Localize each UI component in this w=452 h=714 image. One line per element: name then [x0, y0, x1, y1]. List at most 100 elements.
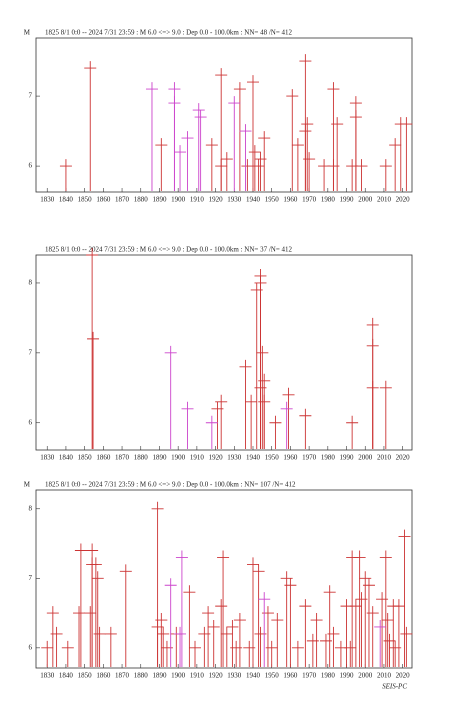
event-spike: [202, 606, 215, 667]
event-spike: [160, 640, 173, 667]
event-spike: [157, 626, 170, 667]
event-spike: [226, 619, 239, 667]
x-tick-label: 1840: [59, 196, 74, 204]
event-spike: [389, 138, 402, 191]
x-tick-label: 1870: [115, 672, 130, 680]
event-spike: [86, 248, 99, 449]
x-tick-label: 1910: [190, 454, 205, 462]
x-tick-label: 1980: [321, 196, 336, 204]
event-spike: [119, 564, 132, 667]
event-spike: [248, 145, 261, 191]
event-spike: [394, 117, 407, 191]
chart-title: 1825 8/1 0:0 -- 2024 7/31 23:59 : M 6.0 …: [45, 29, 293, 37]
event-spike: [215, 159, 228, 191]
x-tick-label: 1830: [40, 454, 55, 462]
x-tick-label: 2010: [377, 196, 392, 204]
event-spike: [254, 380, 267, 449]
event-spike: [340, 599, 353, 667]
event-spike: [241, 159, 254, 191]
event-spike: [387, 599, 400, 667]
event-spike: [61, 640, 74, 667]
x-tick-label: 1960: [283, 454, 298, 462]
event-spike: [389, 640, 402, 667]
event-spike: [280, 401, 293, 449]
event-spike: [265, 640, 278, 667]
x-tick-label: 1840: [59, 454, 74, 462]
x-tick-label: 1940: [246, 672, 261, 680]
event-spike: [379, 380, 392, 449]
x-tick-label: 1840: [59, 672, 74, 680]
event-spike: [379, 159, 392, 191]
event-spike: [86, 557, 99, 667]
plot-frame: [35, 254, 413, 451]
x-tick-label: 1950: [265, 196, 280, 204]
x-tick-label: 1830: [40, 672, 55, 680]
event-spike: [334, 640, 347, 667]
x-tick-label: 1890: [152, 196, 167, 204]
x-tick-label: 1960: [283, 672, 298, 680]
chart-title: 1825 8/1 0:0 -- 2024 7/31 23:59 : M 6.0 …: [45, 246, 293, 254]
event-spike: [400, 117, 413, 191]
event-spike: [50, 626, 63, 667]
event-spike: [284, 578, 297, 667]
event-spike: [215, 394, 228, 449]
event-spike: [323, 585, 336, 667]
event-spike: [164, 345, 177, 449]
x-tick-label: 1940: [246, 454, 261, 462]
event-spike: [220, 152, 233, 191]
event-spike: [164, 578, 177, 667]
x-tick-label: 1930: [227, 196, 242, 204]
event-spike: [346, 159, 359, 191]
x-tick-label: 1970: [302, 196, 317, 204]
event-spike: [252, 159, 265, 191]
event-spike: [318, 159, 331, 191]
event-spike: [84, 606, 97, 667]
x-tick-label: 1900: [171, 196, 186, 204]
event-spike: [271, 613, 284, 667]
x-tick-label: 1920: [209, 672, 224, 680]
x-tick-label: 1870: [115, 454, 130, 462]
chart-title: 1825 8/1 0:0 -- 2024 7/31 23:59 : M 6.0 …: [45, 481, 296, 489]
event-spike: [217, 550, 230, 667]
x-tick-label: 2020: [396, 672, 411, 680]
event-spike: [104, 626, 117, 667]
event-spike: [250, 282, 263, 449]
x-tick-label: 1920: [209, 454, 224, 462]
x-tick-label: 1900: [171, 672, 186, 680]
y-tick-label: 7: [29, 574, 33, 582]
x-tick-label: 1860: [96, 672, 111, 680]
event-spike: [374, 619, 387, 667]
x-tick-label: 2000: [358, 454, 373, 462]
x-tick-label: 1890: [152, 454, 167, 462]
event-spike: [254, 152, 267, 191]
event-spike: [189, 640, 202, 667]
x-tick-label: 1860: [96, 454, 111, 462]
event-spike: [170, 626, 183, 667]
event-spike: [205, 415, 218, 449]
event-spike: [183, 585, 196, 667]
y-tick-label: 8: [29, 504, 33, 512]
event-spike: [174, 145, 187, 191]
event-spike: [74, 543, 87, 667]
x-tick-label: 2010: [377, 672, 392, 680]
event-spike: [239, 124, 252, 191]
event-spike: [194, 110, 207, 191]
event-spike: [291, 640, 304, 667]
event-spike: [349, 110, 362, 191]
x-tick-label: 1980: [321, 672, 336, 680]
event-spike: [303, 152, 316, 191]
event-spike: [291, 138, 304, 191]
event-spike: [198, 626, 211, 667]
event-spike: [228, 96, 241, 191]
event-spike: [398, 529, 411, 667]
y-tick-label: 6: [29, 162, 33, 170]
event-spike: [327, 159, 340, 191]
x-tick-label: 2000: [358, 672, 373, 680]
event-spike: [366, 380, 379, 449]
event-spike: [168, 96, 181, 191]
event-spike: [256, 345, 269, 449]
event-spike: [233, 613, 246, 667]
y-axis-label: M: [24, 481, 31, 489]
x-tick-label: 2010: [377, 454, 392, 462]
